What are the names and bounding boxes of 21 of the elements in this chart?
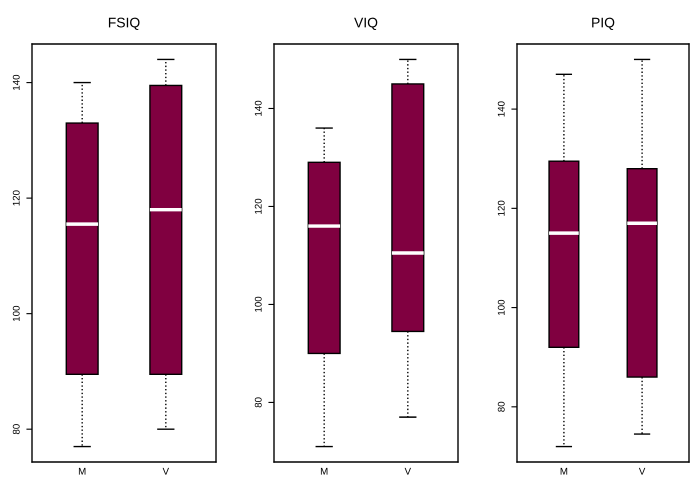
y-tick-label: 140 [254,100,262,116]
y-tick-label: 140 [12,74,20,90]
y-tick-label: 100 [12,306,20,322]
y-tick-label: 120 [254,198,262,214]
y-tick-label: 140 [498,101,505,116]
x-tick-label: M [320,468,328,475]
x-tick-label: M [560,468,568,475]
chart-title: VIQ [354,18,378,30]
chart-title: FSIQ [108,18,140,30]
x-tick-label: M [78,468,86,475]
x-tick-label: V [404,468,412,475]
y-tick-label: 120 [12,190,20,206]
y-tick-label: 80 [254,397,262,408]
y-tick-label: 120 [498,200,505,216]
x-tick-label: V [638,468,646,475]
y-tick-label: 100 [254,296,262,312]
y-tick-label: 80 [12,424,20,434]
chart-title: PIQ [592,18,614,30]
y-tick-label: 100 [498,300,505,315]
y-tick-label: 80 [498,402,505,412]
x-tick-label: V [162,468,170,475]
